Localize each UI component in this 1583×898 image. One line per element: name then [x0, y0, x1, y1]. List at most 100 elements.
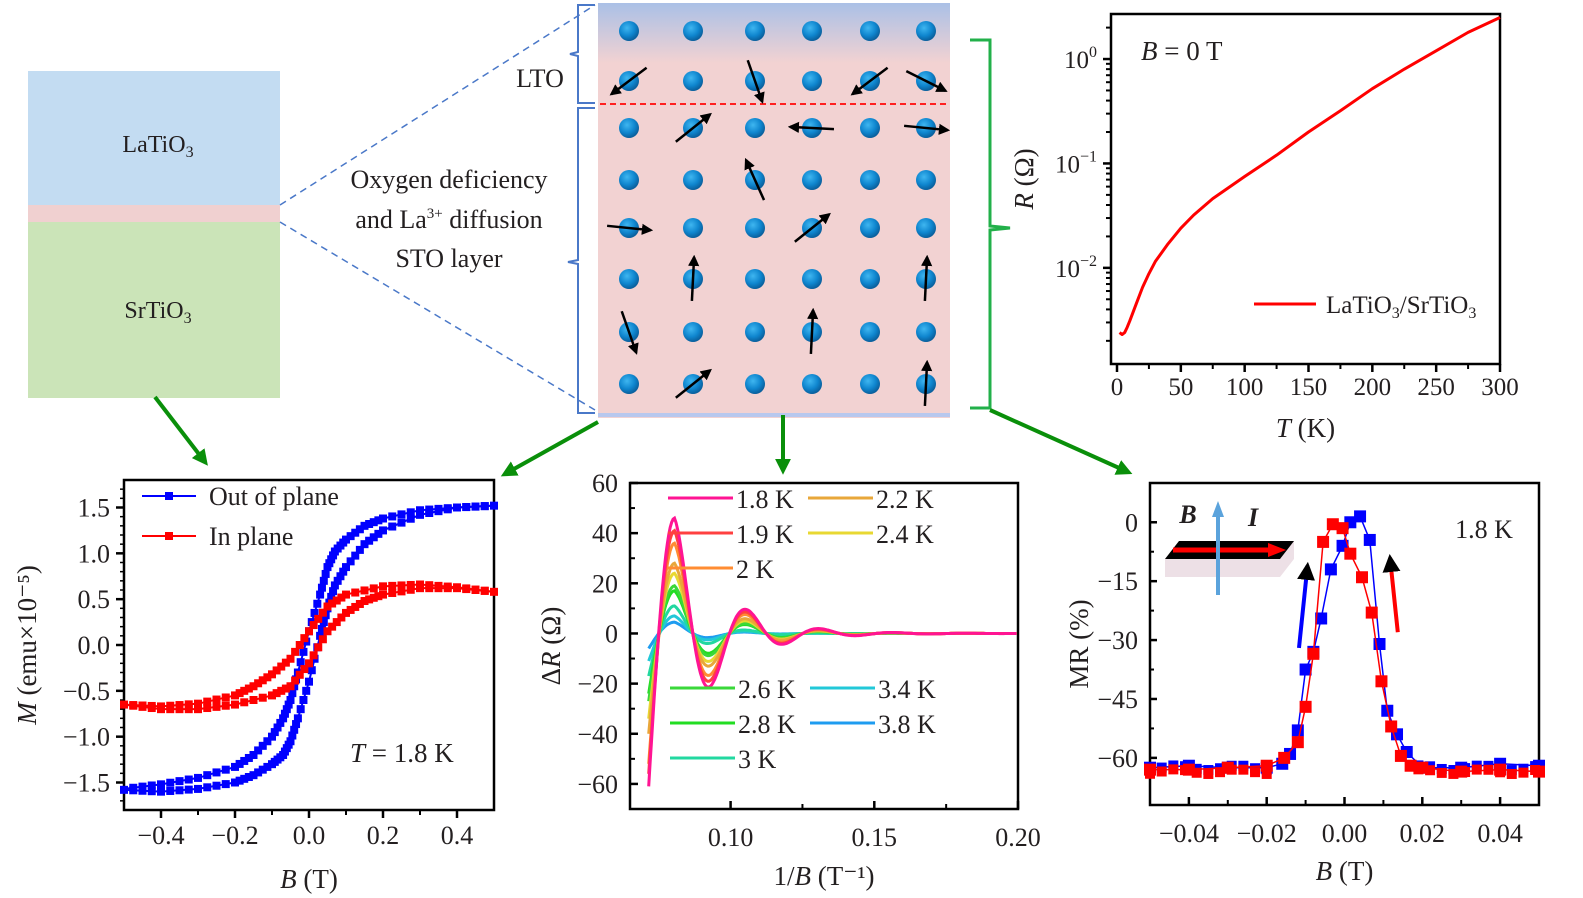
data-point [416, 580, 424, 589]
data-point [235, 689, 244, 698]
data-point [286, 654, 295, 663]
lattice-atom [860, 118, 880, 138]
data-point [258, 741, 267, 750]
data-point [323, 563, 332, 572]
data-point [328, 599, 337, 608]
data-point [221, 765, 230, 774]
data-point [1448, 768, 1459, 779]
x-tick-label: 0.04 [1477, 819, 1523, 848]
data-point [286, 737, 295, 746]
data-point [263, 762, 272, 771]
lattice-atom [745, 374, 765, 394]
arrow-to-magnetization [153, 395, 208, 466]
data-point [290, 725, 299, 734]
data-point [254, 768, 263, 777]
data-point [291, 676, 300, 685]
data-point [212, 768, 221, 777]
data-point [268, 691, 276, 700]
data-point [295, 641, 304, 649]
data-point [307, 666, 316, 675]
data-point [129, 701, 138, 710]
data-point [1506, 768, 1517, 779]
lattice-atom [916, 322, 936, 342]
data-point [1460, 767, 1471, 778]
lattice-atom [683, 21, 703, 41]
data-point [120, 785, 128, 794]
x-tick-label: 100 [1226, 374, 1264, 401]
data-point [300, 665, 309, 674]
lattice-atom [802, 71, 822, 91]
chart-resistance-temperature: 0 50 100 150 200 250 300 100 10−1 10−2 B = 0 T LaTi… [1009, 12, 1519, 443]
data-point [175, 701, 184, 710]
data-point [291, 647, 300, 656]
data-point [397, 510, 406, 519]
spin-arrow-icon [794, 212, 831, 243]
data-point [319, 618, 328, 627]
lattice-atom [619, 21, 639, 41]
data-point [286, 682, 295, 691]
data-point [175, 786, 184, 795]
data-point [203, 704, 212, 713]
lattice-atom [683, 170, 703, 190]
data-point [231, 700, 239, 709]
data-point [194, 705, 202, 714]
data-point [351, 551, 360, 560]
y-tick-label: −60 [1097, 744, 1138, 773]
data-point [337, 613, 346, 622]
data-point [462, 584, 471, 593]
data-point [249, 771, 258, 780]
legend-label: In plane [209, 522, 293, 551]
data-point [471, 585, 480, 594]
data-point [1238, 764, 1249, 775]
green-brace [970, 38, 1011, 410]
desc-line-3: STO layer [395, 244, 502, 273]
data-point [258, 765, 267, 774]
data-point [194, 699, 202, 708]
data-point [369, 584, 378, 593]
data-point [323, 602, 332, 611]
spin-arrow-icon [675, 112, 712, 143]
data-point [1394, 749, 1407, 762]
data-point [374, 516, 383, 525]
x-tick-label: 300 [1481, 374, 1519, 401]
data-point [157, 787, 165, 796]
data-point [379, 590, 387, 599]
chart-magnetoresistance: −0.04 −0.02 0.00 0.02 0.04 0 −15 −30 −45 −60 1.8 K… [1064, 481, 1545, 886]
data-point [184, 785, 193, 794]
data-point [309, 651, 318, 660]
data-point [406, 580, 415, 589]
y-tick-label: 0 [1125, 508, 1138, 537]
connector-arrows [153, 395, 1133, 477]
data-point [235, 776, 244, 785]
data-point [129, 783, 138, 792]
data-point [365, 595, 374, 604]
lattice-atom [802, 21, 822, 41]
data-point [249, 696, 258, 704]
lattice-atom [683, 322, 703, 342]
data-point [333, 576, 342, 585]
data-point [1518, 767, 1529, 778]
data-point [434, 504, 443, 513]
data-point [1156, 766, 1167, 777]
data-point [1483, 764, 1494, 775]
legend-label: 3 K [738, 745, 777, 774]
chart-sdh-oscillations: 0.10 0.15 0.20 60 40 20 0 −20 −40 −60 1.8 K 1.9 K 2 … [536, 469, 1041, 891]
data-point [279, 714, 288, 723]
y-tick-label: −60 [577, 770, 618, 799]
srtio3-label: SrTiO3 [124, 298, 191, 327]
lattice-atom [860, 170, 880, 190]
data-point [1344, 547, 1357, 560]
legend-marker [165, 532, 173, 540]
data-point [314, 643, 323, 652]
data-point [268, 670, 276, 679]
data-point [379, 526, 387, 535]
inset-label-field: B [1178, 500, 1196, 529]
data-point [212, 702, 221, 711]
data-point [360, 586, 369, 595]
x-axis-label: T (K) [1276, 413, 1335, 443]
chart-magnetization-hysteresis: −0.4 −0.2 0.0 0.2 0.4 1.5 1.0 0.5 0.0 −0.5 −1.0 −1.… [12, 478, 498, 894]
spin-arrow-icon [921, 254, 933, 302]
data-point [342, 590, 350, 599]
data-point [313, 599, 322, 608]
data-point [309, 621, 318, 630]
